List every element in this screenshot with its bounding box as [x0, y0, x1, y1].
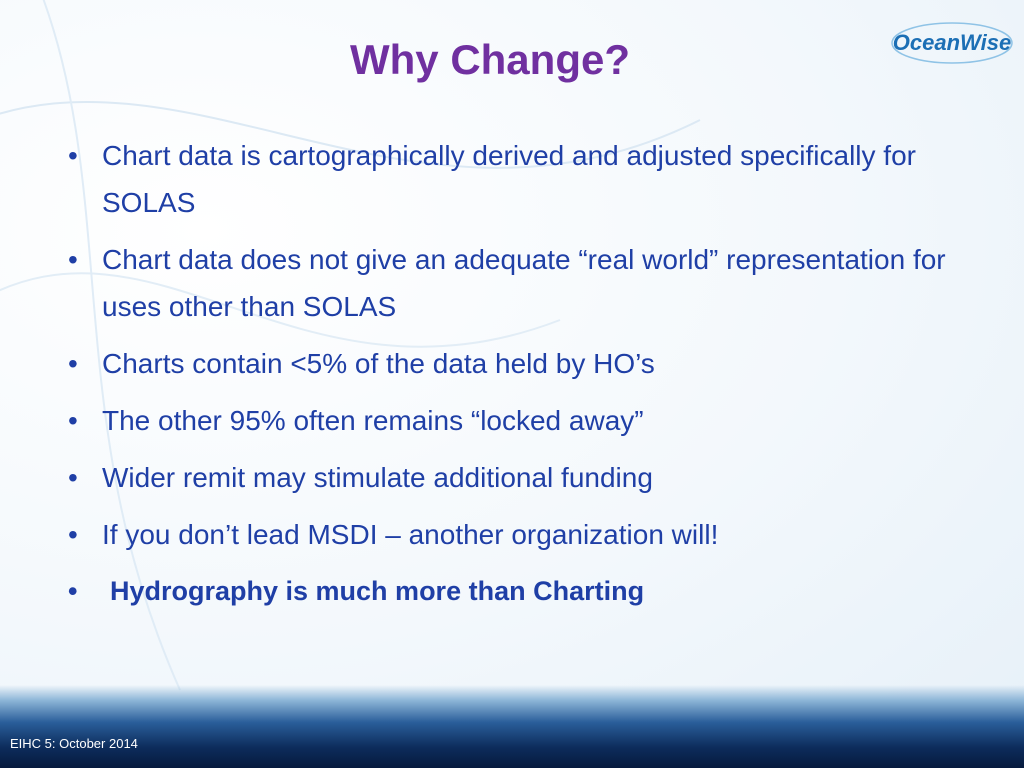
bullet-list: Chart data is cartographically derived a… — [68, 132, 948, 625]
bullet-item: Chart data does not give an adequate “re… — [68, 236, 948, 330]
bullet-item: The other 95% often remains “locked away… — [68, 397, 948, 444]
bullet-item: Charts contain <5% of the data held by H… — [68, 340, 948, 387]
bullet-item: If you don’t lead MSDI – another organiz… — [68, 511, 948, 558]
bullet-item: Wider remit may stimulate additional fun… — [68, 454, 948, 501]
bullet-item: Hydrography is much more than Charting — [68, 568, 948, 615]
logo-ring — [891, 22, 1013, 64]
bullet-item: Chart data is cartographically derived a… — [68, 132, 948, 226]
footer: EIHC 5: October 2014 — [10, 736, 138, 751]
logo-text: OceanWise — [892, 30, 1012, 55]
ocean-band — [0, 685, 1024, 768]
logo: OceanWise — [888, 20, 1016, 66]
slide-title: Why Change? — [350, 36, 630, 83]
